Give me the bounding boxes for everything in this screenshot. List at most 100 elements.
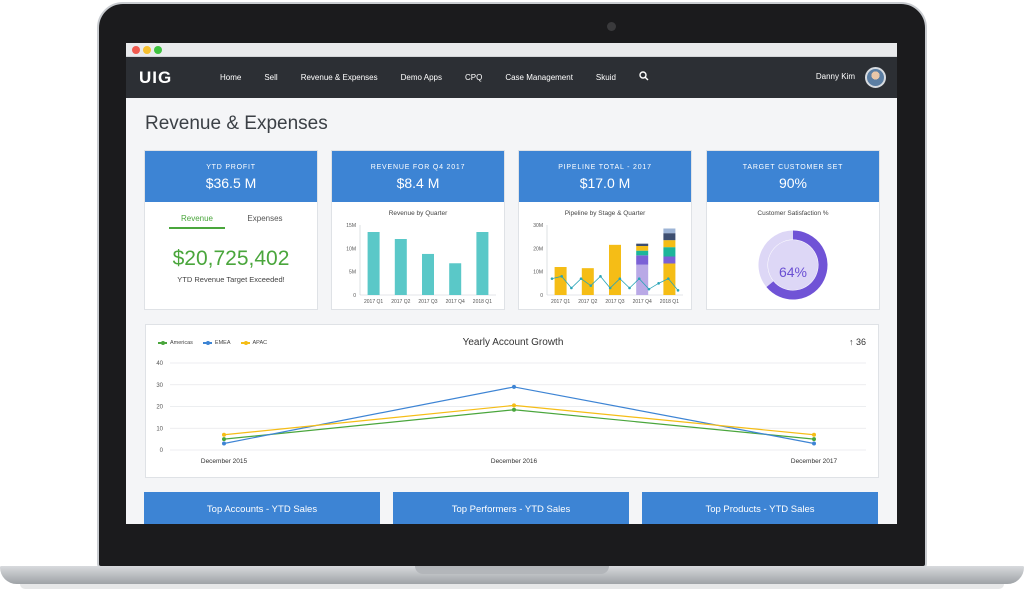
nav-home[interactable]: Home [220,73,242,82]
app-logo[interactable]: UIG [139,67,173,87]
laptop-shadow [20,584,1004,589]
series-point [222,441,226,446]
nav-case-management[interactable]: Case Management [505,73,573,82]
page-title: Revenue & Expenses [145,113,328,134]
x-tick-label: 2017 Q3 [605,299,624,305]
x-tick-label: 2017 Q4 [446,299,465,305]
legend-swatch [240,340,250,345]
kpi-card-pipeline-total: PIPELINE TOTAL - 2017 $17.0 M Pipeline b… [518,150,692,310]
legend-swatch [158,340,167,345]
legend-item[interactable]: Americas [158,340,193,346]
x-tick-label: 2018 Q1 [473,299,492,305]
kpi-card-ytd-profit: YTD PROFIT $36.5 M Revenue Expenses $20,… [144,150,318,310]
trend-point [637,277,641,280]
x-tick-label: 2017 Q2 [578,299,597,305]
trend-point [550,277,554,280]
tab-revenue[interactable]: Revenue [169,214,225,229]
kpi-header: TARGET CUSTOMER SET 90% [707,151,879,202]
x-tick-label: 2017 Q2 [391,299,410,305]
bar [367,232,380,295]
x-tick-label: 2018 Q1 [660,299,679,305]
bar-segment [663,247,676,257]
y-tick-label: 15M [346,223,356,229]
donut-slice [766,230,828,300]
series-point [812,432,816,437]
bar-segment [636,243,649,246]
user-name[interactable]: Danny Kim [815,72,855,81]
y-tick-label: 0 [540,293,543,299]
growth-stat-value: 36 [855,337,866,347]
kpi-label: YTD PROFIT [206,164,256,171]
trend-point [570,286,573,290]
bar-segment [663,233,676,241]
arrow-up-icon: ↑ [848,337,854,347]
y-tick-label: 20M [533,246,543,252]
nav-skuid[interactable]: Skuid [595,73,616,82]
y-tick-label: 5M [349,270,356,276]
kpi-card-target-customer-set: TARGET CUSTOMER SET 90% Customer Satisfa… [706,150,880,310]
trend-point [560,275,563,278]
revenue-by-quarter-chart: 0 5M 10M 15M 2017 Q1 2017 Q2 2017 Q3 2017 Q4 201… [346,223,496,305]
kpi-card-revenue-q4: REVENUE FOR Q4 2017 $8.4 M Revenue by Qu… [331,150,505,310]
trend-point [618,277,622,280]
nav-cpq[interactable]: CPQ [464,73,483,82]
x-tick-label: 2017 Q4 [633,299,652,305]
y-tick-label: 40 [156,361,163,367]
series-point [812,437,816,442]
legend-label: EMEA [214,340,231,346]
kpi-value: $8.4 M [396,175,440,191]
yearly-account-growth-panel: 0 10 20 30 40 December 2015 December 2016 Decem… [145,324,879,478]
trend-point [589,284,593,287]
x-tick-label: December 2017 [791,458,838,465]
series-point [512,407,516,412]
y-tick-label: 0 [160,448,164,454]
search-icon[interactable] [639,71,649,84]
minimize-window-icon[interactable] [143,46,151,54]
series-point [512,403,516,408]
x-tick-label: December 2016 [491,458,538,465]
bar-segment [636,255,649,265]
top-navbar: UIG Home Sell Revenue & Expenses Demo Ap… [126,57,897,98]
y-tick-label: 0 [353,293,356,299]
chart-title: Revenue by Quarter [388,210,448,217]
pipeline-by-stage-chart: 0 10M 20M 30M 2017 Q1 2017 Q2 2017 Q3 2017 Q4 20… [533,223,683,305]
trend-point [608,286,612,290]
nav-demo-apps[interactable]: Demo Apps [400,73,442,82]
close-window-icon[interactable] [132,46,140,54]
x-tick-label: 2017 Q3 [418,299,437,305]
bar-segment [554,267,567,295]
legend-label: Americas [170,340,193,346]
avatar[interactable] [865,67,886,88]
maximize-window-icon[interactable] [154,46,162,54]
x-tick-label: December 2015 [201,458,248,465]
legend-item[interactable]: EMEA [202,340,231,346]
legend-item[interactable]: APAC [240,340,267,346]
bar-segment [663,240,676,248]
top-products-card[interactable]: Top Products - YTD Sales [642,492,878,524]
y-tick-label: 20 [156,405,163,411]
y-tick-label: 10 [156,426,163,432]
top-accounts-card[interactable]: Top Accounts - YTD Sales [144,492,380,524]
top-performers-card[interactable]: Top Performers - YTD Sales [393,492,629,524]
trend-point [647,287,651,291]
series-point [812,441,816,446]
bar-segment [581,268,594,295]
bar-segment [663,256,676,264]
trend-point [628,286,631,290]
kpi-label: REVENUE FOR Q4 2017 [370,164,466,171]
yearly-account-growth-chart: 0 10 20 30 40 December 2015 December 2016 Decem… [156,361,866,465]
laptop-base [0,566,1024,584]
tab-expenses[interactable]: Expenses [247,214,283,223]
chart-legend: Americas EMEA APAC [158,340,277,346]
bar-segment [663,228,676,234]
series-point [222,432,226,437]
x-tick-label: 2017 Q1 [364,299,383,305]
donut-slice [758,230,794,287]
nav-sell[interactable]: Sell [264,73,278,82]
camera-icon [607,22,616,31]
series-point [222,437,226,442]
donut-center [768,240,818,290]
revenue-expense-tabs: Revenue Expenses [145,214,317,229]
trend-point [667,277,670,280]
nav-revenue-expenses[interactable]: Revenue & Expenses [300,73,378,82]
